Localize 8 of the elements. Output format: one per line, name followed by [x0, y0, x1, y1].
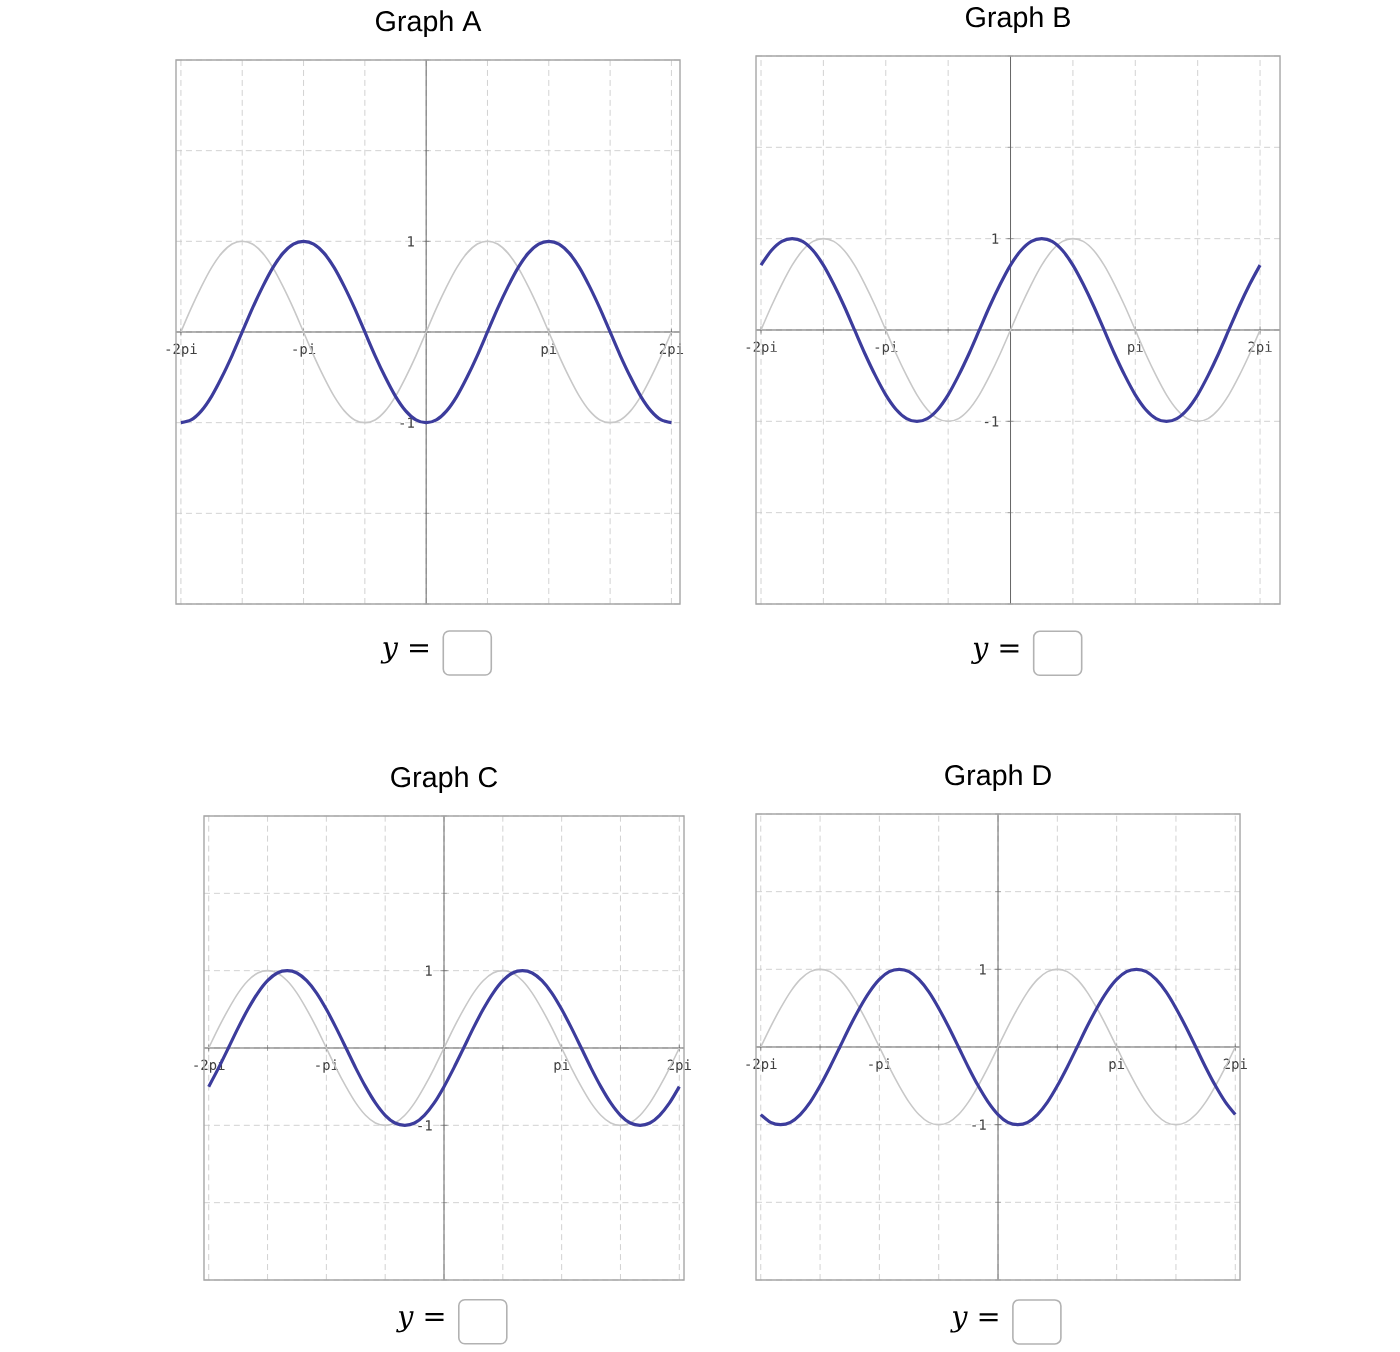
text: y =	[380, 642, 428, 664]
text: y =	[971, 642, 1019, 664]
chart-title: Graph B	[966, 6, 1070, 33]
chart-title: Graph C	[391, 766, 498, 794]
chart-title: Graph D	[945, 764, 1051, 792]
text: y =	[396, 1311, 444, 1333]
chart-title: Graph A	[376, 10, 482, 37]
text: y =	[950, 1311, 998, 1333]
